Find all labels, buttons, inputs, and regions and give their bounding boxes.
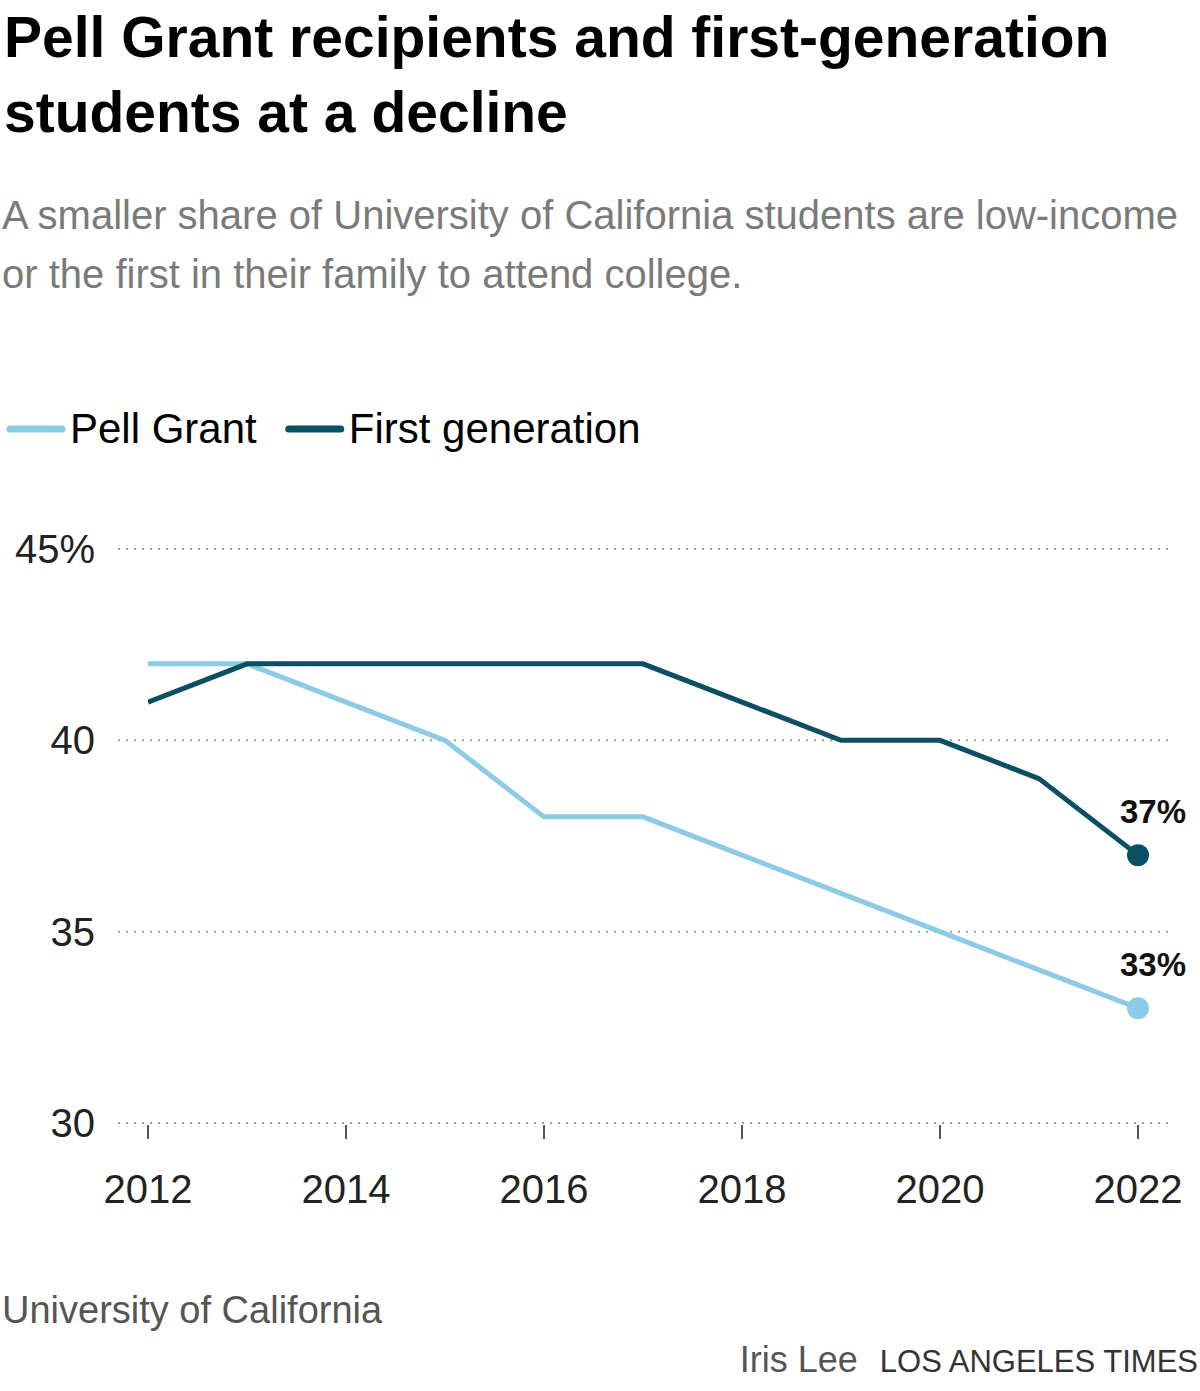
x-tick-label: 2012 bbox=[104, 1167, 193, 1211]
data-label: 33% bbox=[1120, 946, 1186, 983]
series-line bbox=[148, 664, 1138, 855]
y-tick-label: 40 bbox=[51, 718, 96, 762]
grid-line bbox=[118, 739, 1172, 741]
data-label: 37% bbox=[1120, 793, 1186, 830]
x-tick bbox=[1137, 1125, 1139, 1139]
x-tick-label: 2018 bbox=[698, 1167, 787, 1211]
legend: Pell Grant First generation bbox=[10, 405, 641, 452]
legend-swatch bbox=[10, 426, 62, 433]
subtitle: A smaller share of University of Califor… bbox=[2, 186, 1182, 304]
grid-line bbox=[118, 548, 1172, 550]
y-tick-label: 35 bbox=[51, 910, 96, 954]
x-tick bbox=[939, 1125, 941, 1139]
lines bbox=[148, 664, 1138, 1008]
x-tick-label: 2022 bbox=[1094, 1167, 1183, 1211]
end-marker bbox=[1127, 997, 1149, 1019]
legend-label: First generation bbox=[349, 405, 641, 452]
legend-swatch bbox=[289, 426, 341, 433]
end-marker bbox=[1127, 844, 1149, 866]
publisher: LOS ANGELES TIMES bbox=[880, 1344, 1198, 1379]
source: University of California bbox=[2, 1289, 383, 1331]
x-tick-label: 2016 bbox=[500, 1167, 589, 1211]
axes: 30 35 40 45% 2012 2014 2016 2018 2020 2022 bbox=[15, 527, 1183, 1211]
grid-line bbox=[118, 1122, 1172, 1124]
x-tick bbox=[147, 1125, 149, 1139]
x-tick-label: 2020 bbox=[896, 1167, 985, 1211]
markers bbox=[1127, 844, 1149, 1019]
title: Pell Grant recipients and first-generati… bbox=[4, 0, 1154, 150]
series-line bbox=[148, 664, 1138, 1008]
chart: Pell Grant First generation 30 35 40 45% 2012 2… bbox=[0, 0, 1200, 1391]
footer: University of California LOS ANGELES TIME… bbox=[2, 1289, 1198, 1380]
x-tick bbox=[345, 1125, 347, 1139]
data-labels: 33% 37% bbox=[1120, 793, 1186, 983]
x-tick bbox=[741, 1125, 743, 1139]
grid-line bbox=[118, 931, 1172, 933]
x-tick-label: 2014 bbox=[302, 1167, 391, 1211]
legend-label: Pell Grant bbox=[70, 405, 257, 452]
y-tick-label: 30 bbox=[51, 1101, 96, 1145]
x-tick bbox=[543, 1125, 545, 1139]
y-tick-label: 45% bbox=[15, 527, 95, 571]
credit: Iris Lee bbox=[740, 1339, 858, 1380]
